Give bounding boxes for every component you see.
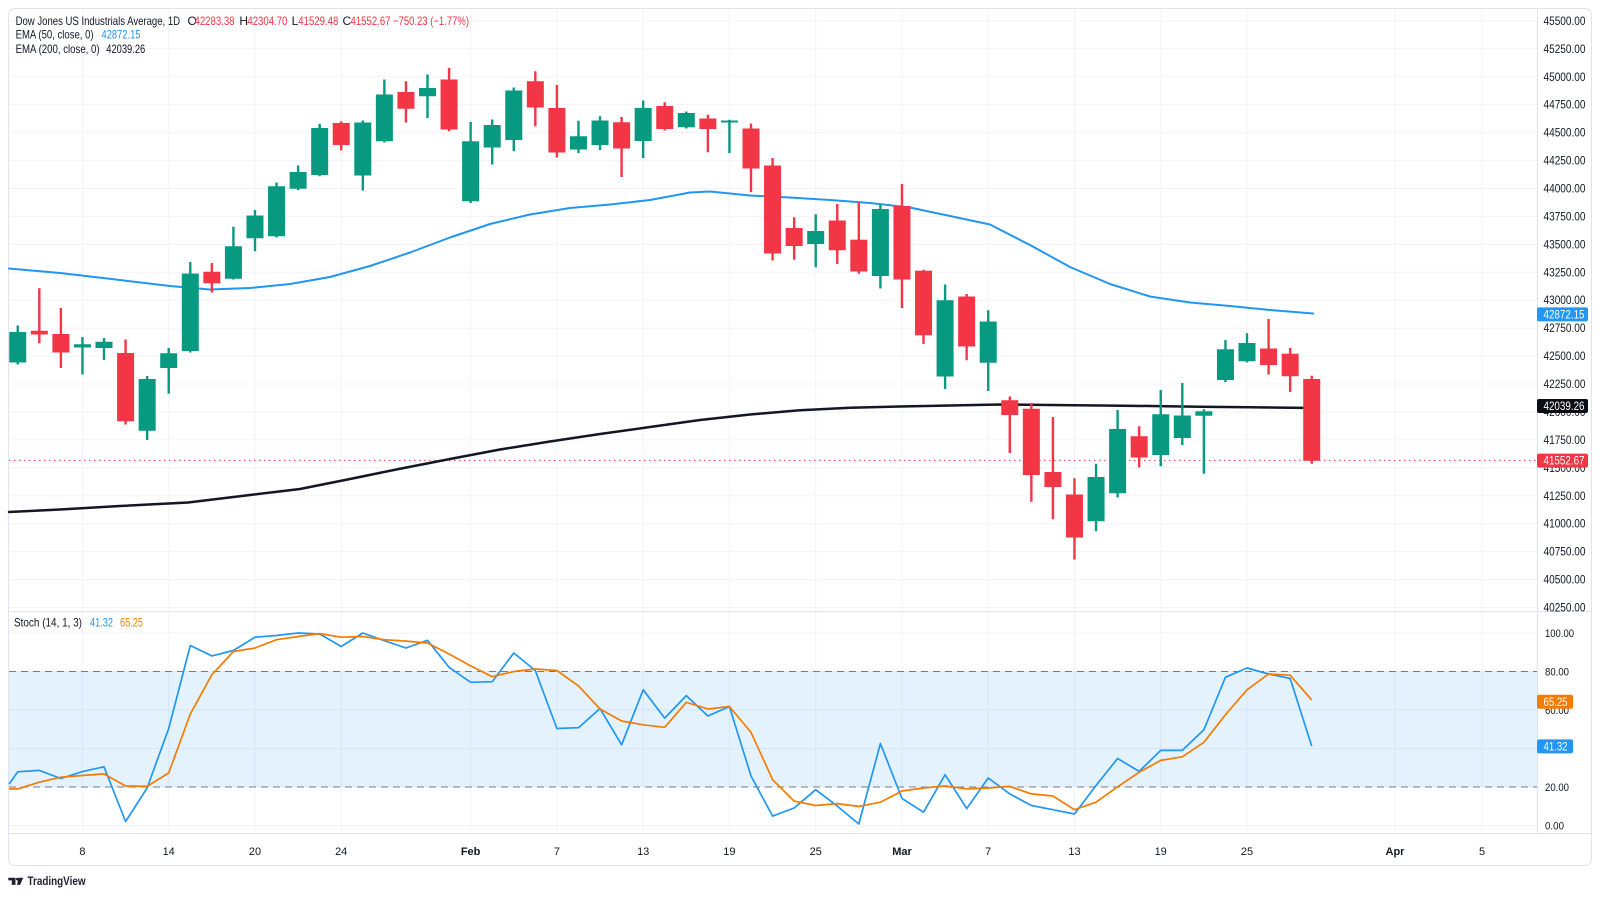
svg-text:41.32: 41.32 bbox=[90, 616, 113, 630]
svg-text:20.00: 20.00 bbox=[1545, 782, 1569, 794]
svg-text:41750.00: 41750.00 bbox=[1544, 435, 1586, 447]
svg-text:13: 13 bbox=[1068, 846, 1080, 858]
svg-text:Dow Jones US Industrials Avera: Dow Jones US Industrials Average, 1D bbox=[16, 14, 181, 28]
svg-text:Feb: Feb bbox=[461, 846, 481, 858]
svg-text:42304.70: 42304.70 bbox=[247, 14, 287, 28]
svg-text:TradingView: TradingView bbox=[28, 876, 86, 888]
svg-text:45250.00: 45250.00 bbox=[1544, 44, 1586, 56]
svg-text:41250.00: 41250.00 bbox=[1544, 491, 1586, 503]
svg-text:42872.15: 42872.15 bbox=[1544, 309, 1585, 321]
svg-text:42500.00: 42500.00 bbox=[1544, 351, 1586, 363]
svg-text:EMA (200, close, 0): EMA (200, close, 0) bbox=[16, 42, 100, 56]
svg-text:43000.00: 43000.00 bbox=[1544, 295, 1586, 307]
svg-text:8: 8 bbox=[79, 846, 85, 858]
svg-text:Apr: Apr bbox=[1386, 846, 1406, 858]
svg-text:41552.67: 41552.67 bbox=[351, 14, 391, 28]
svg-text:7: 7 bbox=[985, 846, 991, 858]
svg-text:O: O bbox=[188, 14, 197, 28]
svg-text:42039.26: 42039.26 bbox=[106, 42, 145, 56]
svg-text:42039.26: 42039.26 bbox=[1544, 401, 1585, 413]
svg-text:13: 13 bbox=[637, 846, 649, 858]
svg-text:42250.00: 42250.00 bbox=[1544, 379, 1586, 391]
svg-text:19: 19 bbox=[723, 846, 735, 858]
svg-text:44250.00: 44250.00 bbox=[1544, 156, 1586, 168]
svg-text:H: H bbox=[239, 14, 248, 28]
svg-text:65.25: 65.25 bbox=[120, 616, 143, 630]
svg-text:45500.00: 45500.00 bbox=[1544, 16, 1586, 28]
svg-text:Mar: Mar bbox=[892, 846, 912, 858]
svg-text:44750.00: 44750.00 bbox=[1544, 100, 1586, 112]
svg-text:14: 14 bbox=[163, 846, 175, 858]
svg-text:L: L bbox=[292, 14, 299, 28]
svg-text:80.00: 80.00 bbox=[1545, 666, 1569, 678]
svg-text:41529.48: 41529.48 bbox=[298, 14, 338, 28]
svg-text:19: 19 bbox=[1155, 846, 1167, 858]
svg-text:0.00: 0.00 bbox=[1545, 820, 1564, 832]
svg-text:43250.00: 43250.00 bbox=[1544, 267, 1586, 279]
svg-text:20: 20 bbox=[249, 846, 261, 858]
svg-text:65.25: 65.25 bbox=[1544, 697, 1568, 709]
svg-text:43500.00: 43500.00 bbox=[1544, 239, 1586, 251]
svg-text:C: C bbox=[343, 14, 352, 28]
svg-text:−750.23 (−1.77%): −750.23 (−1.77%) bbox=[393, 14, 469, 28]
svg-text:7: 7 bbox=[554, 846, 560, 858]
svg-text:40250.00: 40250.00 bbox=[1544, 603, 1586, 615]
svg-text:Stoch (14, 1, 3): Stoch (14, 1, 3) bbox=[14, 616, 82, 630]
svg-text:42872.15: 42872.15 bbox=[102, 28, 141, 42]
svg-text:41.32: 41.32 bbox=[1544, 741, 1568, 753]
svg-text:44500.00: 44500.00 bbox=[1544, 128, 1586, 140]
svg-text:44000.00: 44000.00 bbox=[1544, 184, 1586, 196]
svg-text:25: 25 bbox=[1241, 846, 1253, 858]
svg-text:42283.38: 42283.38 bbox=[195, 14, 235, 28]
svg-text:5: 5 bbox=[1479, 846, 1485, 858]
svg-text:42750.00: 42750.00 bbox=[1544, 323, 1586, 335]
svg-text:43750.00: 43750.00 bbox=[1544, 211, 1586, 223]
svg-text:100.00: 100.00 bbox=[1545, 628, 1574, 640]
svg-text:41000.00: 41000.00 bbox=[1544, 519, 1586, 531]
svg-text:24: 24 bbox=[335, 846, 347, 858]
svg-text:40500.00: 40500.00 bbox=[1544, 575, 1586, 587]
svg-text:25: 25 bbox=[810, 846, 822, 858]
svg-text:41552.67: 41552.67 bbox=[1544, 456, 1585, 468]
svg-text:EMA (50, close, 0): EMA (50, close, 0) bbox=[16, 28, 94, 42]
svg-text:40750.00: 40750.00 bbox=[1544, 547, 1586, 559]
svg-text:45000.00: 45000.00 bbox=[1544, 72, 1586, 84]
